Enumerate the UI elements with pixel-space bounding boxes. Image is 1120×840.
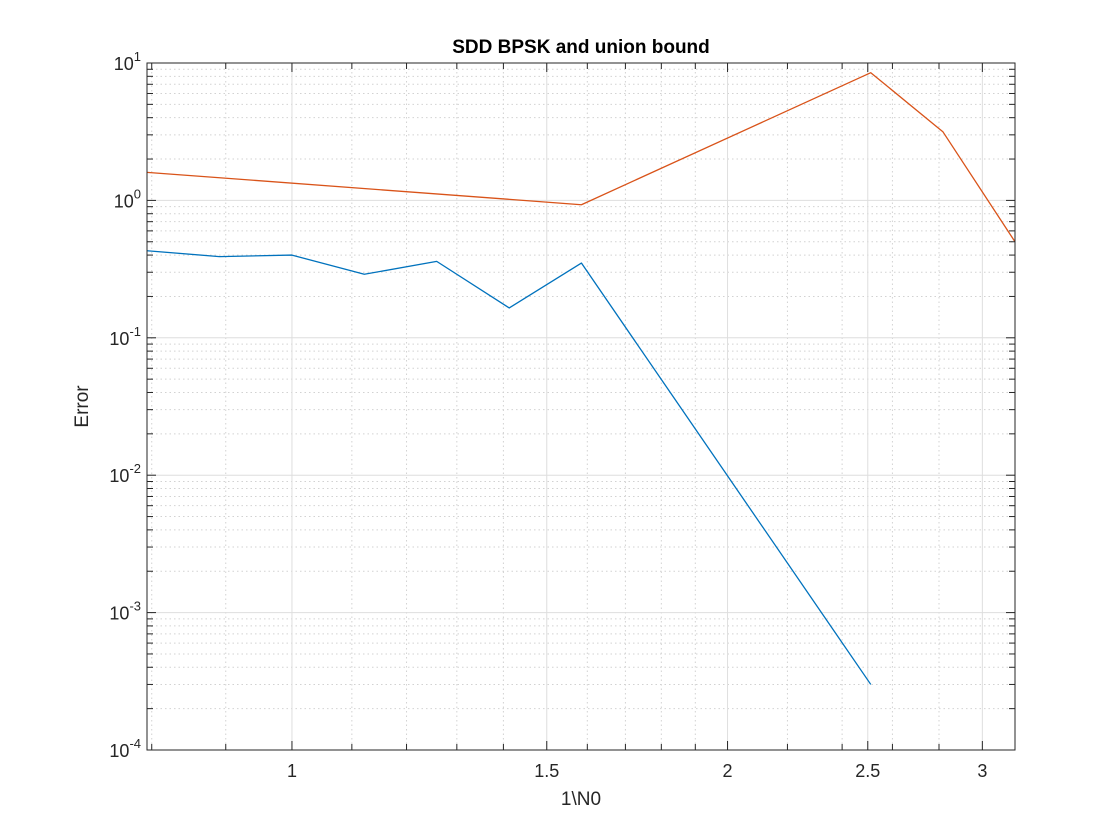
x-axis-label: 1\N0 [561,789,601,810]
x-tick-label: 1 [287,761,297,781]
y-tick-label: 101 [114,49,141,74]
y-tick-label: 10-4 [109,736,141,761]
ticks: 10-4 10-3 10-2 10-1 100 101 1 1.5 2 2.5 3 [109,49,1015,781]
x-tick-label: 2 [723,761,733,781]
y-axis-label: Error [72,385,93,428]
y-tick-label: 10-2 [109,461,141,486]
x-tick-label: 3 [977,761,987,781]
series-line-2 [146,72,1016,243]
x-tick-label: 1.5 [534,761,559,781]
x-tick-label: 2.5 [855,761,880,781]
chart-title: SDD BPSK and union bound [452,37,710,58]
y-tick-label: 100 [114,186,141,211]
y-tick-label: 10-3 [109,599,141,624]
axes-box [146,62,1016,751]
series-line-1 [146,250,872,685]
series-layer [146,72,1016,685]
y-tick-label: 10-1 [109,324,141,349]
